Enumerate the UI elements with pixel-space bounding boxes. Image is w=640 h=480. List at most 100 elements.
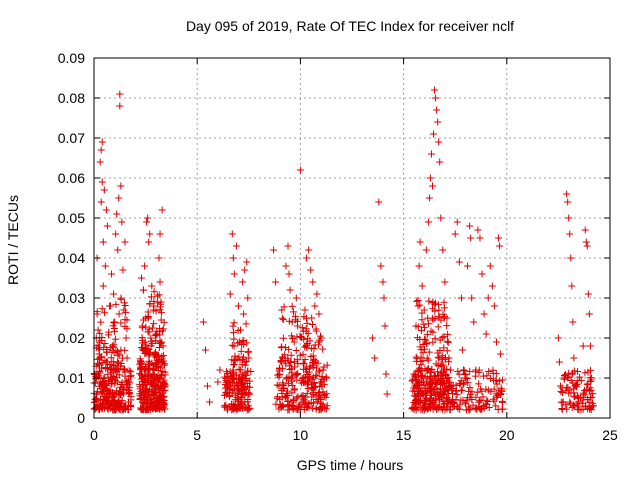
roti-data-point: [292, 346, 300, 354]
roti-data-point: [230, 270, 238, 278]
roti-data-point: [285, 401, 293, 409]
roti-data-point: [414, 381, 422, 389]
roti-data-point: [499, 397, 507, 405]
roti-data-point: [379, 278, 387, 286]
roti-data-point: [463, 394, 471, 402]
roti-data-point: [476, 397, 484, 405]
roti-data-point: [145, 328, 153, 336]
roti-data-point: [117, 295, 125, 303]
roti-data-point: [292, 371, 300, 379]
roti-data-point: [444, 330, 452, 338]
roti-data-point: [115, 398, 123, 406]
roti-data-point: [371, 354, 379, 362]
roti-data-point: [240, 310, 248, 318]
roti-data-point: [285, 345, 293, 353]
roti-data-point: [201, 346, 209, 354]
roti-data-point: [574, 368, 582, 376]
roti-data-point: [498, 386, 506, 394]
roti-data-point: [104, 394, 112, 402]
roti-data-point: [234, 403, 242, 411]
roti-data-point: [438, 355, 446, 363]
roti-data-point: [422, 336, 430, 344]
roti-data-point: [121, 316, 129, 324]
roti-data-point: [222, 377, 230, 385]
roti-data-point: [154, 358, 162, 366]
roti-data-point: [147, 334, 155, 342]
roti-data-point: [443, 322, 451, 330]
roti-data-point: [304, 329, 312, 337]
roti-data-point: [151, 349, 159, 357]
roti-data-point: [479, 372, 487, 380]
roti-data-point: [569, 318, 577, 326]
roti-data-point: [417, 346, 425, 354]
roti-data-point: [154, 299, 162, 307]
roti-data-point: [118, 379, 126, 387]
roti-data-point: [234, 302, 242, 310]
roti-data-point: [232, 242, 240, 250]
axis-ticks: [93, 57, 611, 419]
roti-data-point: [239, 336, 247, 344]
roti-data-point: [124, 378, 132, 386]
roti-data-point: [305, 368, 313, 376]
roti-data-point: [492, 402, 500, 410]
roti-data-point: [565, 214, 573, 222]
roti-data-point: [235, 353, 243, 361]
roti-data-point: [148, 282, 156, 290]
roti-data-point: [117, 182, 125, 190]
roti-data-point: [235, 365, 243, 373]
roti-data-point: [229, 322, 237, 330]
roti-data-point: [151, 382, 159, 390]
roti-data-point: [307, 399, 315, 407]
roti-data-point: [145, 402, 153, 410]
roti-data-point: [160, 318, 168, 326]
roti-data-point: [234, 385, 242, 393]
roti-data-point: [433, 405, 441, 413]
roti-data-point: [496, 242, 504, 250]
roti-data-point: [555, 358, 563, 366]
x-tick-label: 15: [396, 427, 412, 443]
roti-data-point: [155, 291, 163, 299]
roti-data-point: [444, 338, 452, 346]
roti-data-point: [315, 388, 323, 396]
roti-data-point: [453, 218, 461, 226]
roti-data-point: [298, 379, 306, 387]
roti-data-point: [560, 375, 568, 383]
y-tick-label: 0.02: [58, 330, 85, 346]
roti-data-point: [146, 300, 154, 308]
roti-data-point: [229, 254, 237, 262]
roti-data-point: [154, 367, 162, 375]
roti-data-point: [427, 327, 435, 335]
roti-data-point: [490, 397, 498, 405]
roti-data-point: [160, 402, 168, 410]
roti-data-point: [369, 334, 377, 342]
roti-data-point: [431, 372, 439, 380]
roti-data-point: [244, 389, 252, 397]
roti-data-point: [492, 338, 500, 346]
roti-data-point: [303, 389, 311, 397]
roti-data-point: [472, 366, 480, 374]
roti-data-point: [292, 294, 300, 302]
roti-data-point: [584, 368, 592, 376]
roti-data-point: [244, 294, 252, 302]
roti-data-point: [139, 374, 147, 382]
roti-data-point: [493, 380, 501, 388]
roti-data-point: [115, 194, 123, 202]
roti-data-point: [315, 367, 323, 375]
roti-data-point: [302, 314, 310, 322]
roti-data-point: [147, 337, 155, 345]
roti-data-point: [323, 361, 331, 369]
roti-data-point: [124, 398, 132, 406]
roti-data-point: [439, 246, 447, 254]
roti-data-point: [309, 390, 317, 398]
roti-data-point: [583, 381, 591, 389]
roti-data-point: [156, 389, 164, 397]
roti-data-point: [96, 158, 104, 166]
roti-data-point: [288, 332, 296, 340]
roti-data-point: [278, 306, 286, 314]
roti-data-point: [562, 371, 570, 379]
roti-data-point: [109, 375, 117, 383]
roti-data-point: [562, 401, 570, 409]
roti-data-point: [110, 290, 118, 298]
roti-data-point: [110, 393, 118, 401]
